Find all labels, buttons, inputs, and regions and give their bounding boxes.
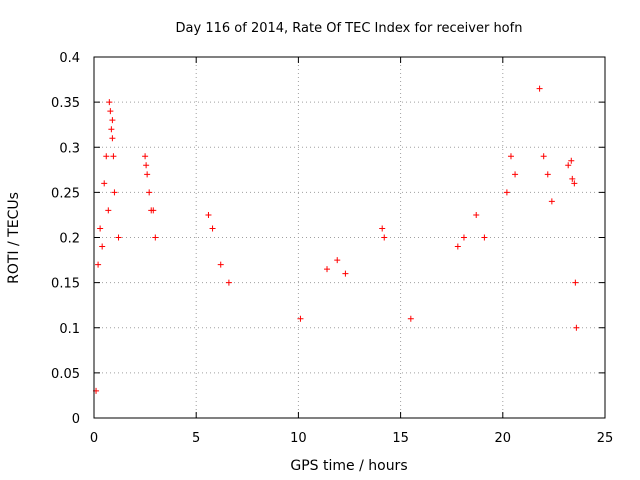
data-point: [297, 315, 304, 322]
y-tick-label: 0.35: [51, 96, 80, 111]
x-tick-label: 0: [90, 431, 98, 446]
data-point: [540, 153, 547, 160]
data-point: [109, 117, 116, 124]
data-point: [460, 234, 467, 241]
data-point: [342, 270, 349, 277]
data-point: [454, 243, 461, 250]
data-point: [101, 180, 108, 187]
data-point: [334, 257, 341, 264]
x-tick-label: 25: [597, 431, 614, 446]
data-point: [544, 171, 551, 178]
data-point: [107, 108, 114, 115]
x-tick-label: 10: [290, 431, 307, 446]
y-tick-label: 0.25: [51, 186, 80, 201]
data-point: [536, 85, 543, 92]
data-point: [152, 234, 159, 241]
y-tick-label: 0.05: [51, 367, 80, 382]
data-point: [109, 135, 116, 142]
data-point: [225, 279, 232, 286]
axis-ticks: 0 5 10 15 20 25 0 0.05 0.1 0.15 0.2 0.25 0.3 0.35 0.4: [51, 51, 613, 446]
x-tick-label: 15: [392, 431, 409, 446]
data-point: [572, 279, 579, 286]
data-point: [217, 261, 224, 268]
data-point: [571, 180, 578, 187]
data-point: [568, 157, 575, 164]
data-point: [569, 175, 576, 182]
data-point: [150, 207, 157, 214]
data-point: [142, 153, 149, 160]
grid-lines: [94, 57, 605, 418]
data-point: [473, 211, 480, 218]
data-point: [106, 99, 113, 106]
y-tick-label: 0.2: [59, 232, 80, 247]
data-point: [512, 171, 519, 178]
data-point: [503, 189, 510, 196]
data-point: [99, 243, 106, 250]
y-axis-label: ROTI / TECUs: [6, 192, 22, 284]
y-tick-label: 0.15: [51, 277, 80, 292]
data-point: [407, 315, 414, 322]
data-points: [93, 85, 580, 394]
data-point: [115, 234, 122, 241]
data-point: [144, 171, 151, 178]
data-point: [146, 189, 153, 196]
data-point: [565, 162, 572, 169]
data-point: [573, 324, 580, 331]
data-point: [481, 234, 488, 241]
data-point: [381, 234, 388, 241]
x-axis-label: GPS time / hours: [290, 458, 407, 474]
data-point: [95, 261, 102, 268]
data-point: [105, 207, 112, 214]
y-tick-label: 0: [72, 412, 80, 427]
data-point: [324, 266, 331, 273]
y-tick-label: 0.4: [59, 51, 80, 66]
y-tick-label: 0.1: [59, 322, 80, 337]
data-point: [548, 198, 555, 205]
plot-frame: [93, 56, 606, 419]
data-point: [507, 153, 514, 160]
data-point: [110, 153, 117, 160]
data-point: [205, 211, 212, 218]
data-point: [143, 162, 150, 169]
data-point: [209, 225, 216, 232]
data-point: [108, 126, 115, 133]
data-point: [379, 225, 386, 232]
chart-title: Day 116 of 2014, Rate Of TEC Index for r…: [176, 21, 523, 36]
y-tick-label: 0.3: [59, 141, 80, 156]
data-point: [103, 153, 110, 160]
x-tick-label: 20: [495, 431, 512, 446]
x-tick-label: 5: [192, 431, 200, 446]
data-point: [111, 189, 118, 196]
data-point: [97, 225, 104, 232]
